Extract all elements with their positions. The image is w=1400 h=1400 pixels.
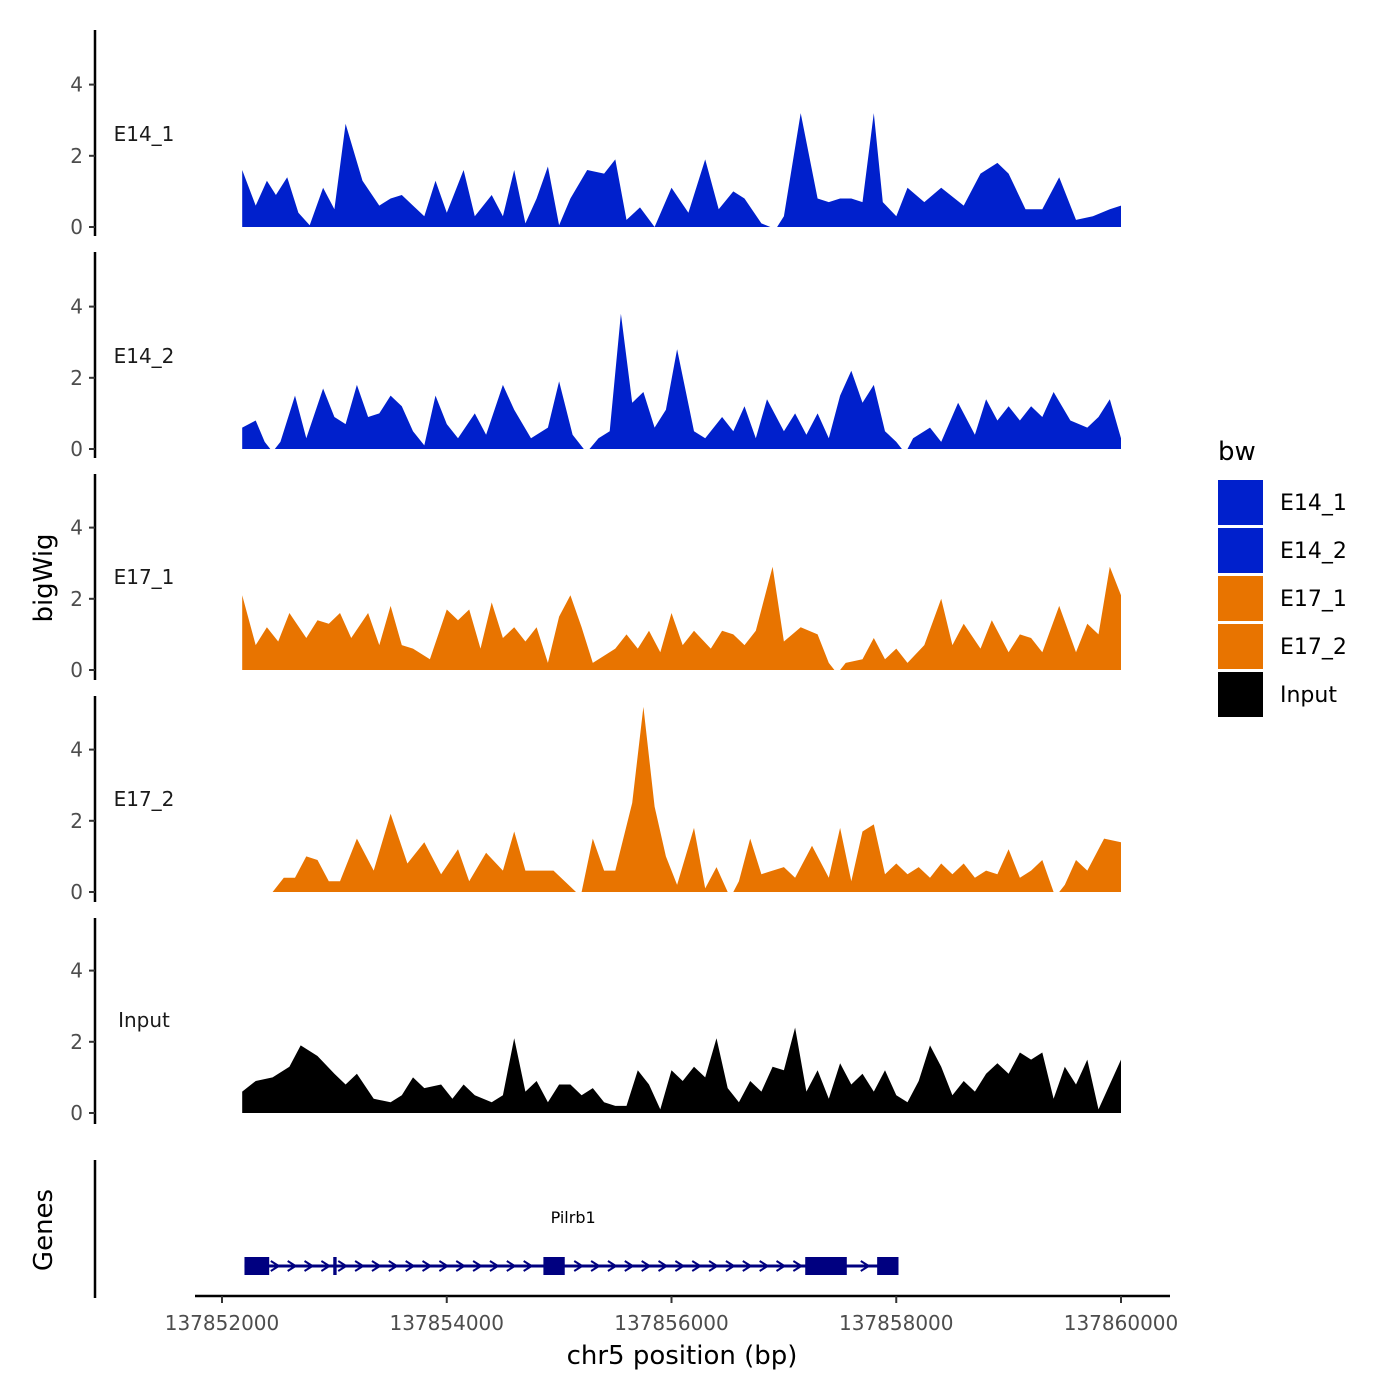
gene-strand-arrow xyxy=(742,1260,753,1272)
y-tick-label: 0 xyxy=(70,1101,83,1125)
gene-exon xyxy=(543,1257,565,1275)
x-tick-label: 137852000 xyxy=(165,1311,280,1335)
area-E17_2 xyxy=(272,706,1122,892)
gene-exon xyxy=(333,1257,337,1275)
y-tick-label: 4 xyxy=(70,73,83,97)
area-E17_1 xyxy=(242,566,1121,670)
gene-strand-arrow xyxy=(354,1260,365,1272)
y-axis-title: bigWig xyxy=(29,533,59,622)
gene-strand-arrow xyxy=(708,1260,719,1272)
gene-strand-arrow xyxy=(421,1260,433,1272)
gene-strand-arrow xyxy=(388,1260,399,1272)
gene-strand-arrow xyxy=(438,1260,450,1272)
legend-swatch-E17_1 xyxy=(1218,576,1263,621)
legend-label: E14_1 xyxy=(1280,491,1347,516)
gene-label: Pilrb1 xyxy=(551,1208,596,1227)
gene-exon xyxy=(877,1257,899,1275)
gene-strand-arrow xyxy=(657,1260,669,1272)
gene-strand-arrow xyxy=(607,1260,618,1272)
y-tick-label: 0 xyxy=(70,658,83,682)
gene-strand-arrow xyxy=(775,1260,787,1272)
legend-label: E17_1 xyxy=(1280,587,1347,612)
gene-marks: Pilrb1 xyxy=(244,1208,899,1275)
gene-strand-arrow xyxy=(641,1260,652,1272)
y-tick-label: 2 xyxy=(70,144,83,168)
x-ticks: 137852000 137854000 137856000 137858000 1378… xyxy=(165,1296,1179,1335)
y-tick-label: 2 xyxy=(70,809,83,833)
track-E14_2: 0 2 4 E14_2 xyxy=(70,252,1121,461)
gene-strand-arrow xyxy=(691,1260,703,1272)
gene-strand-arrow xyxy=(455,1260,467,1272)
track-E17_1: 0 2 4 E17_1 xyxy=(70,474,1121,682)
gene-strand-arrow xyxy=(287,1260,298,1272)
x-tick-label: 137858000 xyxy=(839,1311,954,1335)
gene-strand-arrow xyxy=(624,1260,635,1272)
y-tick-label: 0 xyxy=(70,437,83,461)
gene-strand-arrow xyxy=(523,1260,534,1272)
gene-strand-arrow xyxy=(320,1260,332,1272)
y-tick-label: 4 xyxy=(70,516,83,540)
area-E14_1 xyxy=(242,113,1121,227)
y-tick-label: 0 xyxy=(70,880,83,904)
track-label: E17_2 xyxy=(114,787,175,811)
y-tick-label: 2 xyxy=(70,1030,83,1054)
area-E14_2 xyxy=(242,313,1121,449)
gene-exon xyxy=(244,1257,270,1275)
x-tick-label: 137854000 xyxy=(389,1311,504,1335)
track-Input: 0 2 4 Input xyxy=(70,918,1121,1125)
gene-strand-arrow xyxy=(573,1260,585,1272)
legend-swatch-E17_2 xyxy=(1218,624,1263,669)
gene-strand-arrow xyxy=(489,1260,500,1272)
tracks-layer: 0 2 4 E14_1 0 2 4 E14_2 0 2 4 E17_1 0 2 4 E17_2 0 2 4 Input xyxy=(70,30,1122,1125)
gene-strand-arrow xyxy=(303,1260,315,1272)
legend-swatch-E14_1 xyxy=(1218,480,1263,525)
legend-entries: E14_1 E14_2 E17_1 E17_2 Input xyxy=(1218,480,1347,717)
gene-strand-arrow xyxy=(860,1260,871,1272)
legend-label: E17_2 xyxy=(1280,635,1347,660)
gene-strand-arrow xyxy=(590,1260,601,1272)
track-label: Input xyxy=(118,1008,170,1032)
track-label: E14_2 xyxy=(114,344,175,368)
track-label: E17_1 xyxy=(114,565,175,589)
gene-strand-arrow xyxy=(759,1260,770,1272)
x-axis-title: chr5 position (bp) xyxy=(567,1341,798,1371)
gene-strand-arrow xyxy=(270,1260,281,1272)
gene-strand-arrow xyxy=(405,1260,416,1272)
track-E14_1: 0 2 4 E14_1 xyxy=(70,30,1121,239)
x-tick-label: 137856000 xyxy=(614,1311,729,1335)
y-tick-label: 2 xyxy=(70,587,83,611)
legend-title: bw xyxy=(1218,437,1256,467)
track-E17_2: 0 2 4 E17_2 xyxy=(70,696,1122,904)
gene-strand-arrow xyxy=(792,1260,804,1272)
y-tick-label: 4 xyxy=(70,959,83,983)
y-tick-label: 0 xyxy=(70,215,83,239)
x-axis: 137852000 137854000 137856000 137858000 1378… xyxy=(165,1294,1179,1371)
track-label: E14_1 xyxy=(114,122,175,146)
legend-label: E14_2 xyxy=(1280,539,1347,564)
gene-strand-arrow xyxy=(371,1260,382,1272)
y-tick-label: 2 xyxy=(70,366,83,390)
legend: bw E14_1 E14_2 E17_1 E17_2 Input xyxy=(1218,437,1347,717)
gene-strand-arrow xyxy=(674,1260,686,1272)
gene-strand-arrow xyxy=(725,1260,736,1272)
gene-strand-arrow xyxy=(472,1260,483,1272)
y-tick-label: 4 xyxy=(70,738,83,762)
gene-track-title: Genes xyxy=(29,1189,59,1271)
legend-swatch-E14_2 xyxy=(1218,528,1263,573)
gene-strand-arrow xyxy=(337,1260,349,1272)
gene-Pilrb1: Pilrb1 xyxy=(244,1208,899,1275)
gene-exon xyxy=(805,1257,847,1275)
legend-label: Input xyxy=(1280,683,1337,708)
y-tick-label: 4 xyxy=(70,295,83,319)
area-Input xyxy=(242,1027,1121,1113)
gene-track: Pilrb1 Genes xyxy=(29,1160,899,1298)
legend-swatch-Input xyxy=(1218,672,1263,717)
x-tick-label: 137860000 xyxy=(1064,1311,1179,1335)
gene-strand-arrow xyxy=(506,1260,517,1272)
